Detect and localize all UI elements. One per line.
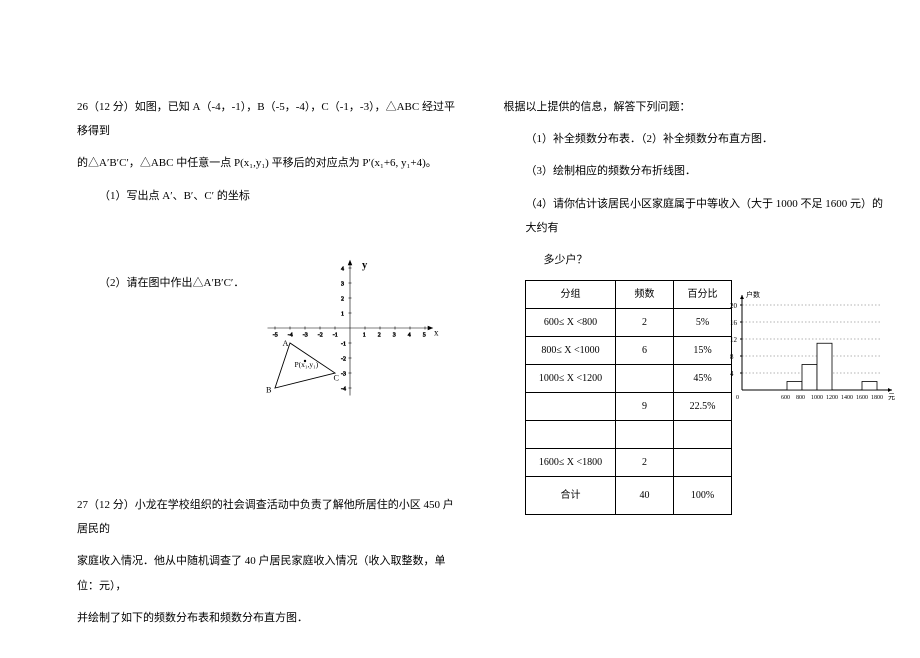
x-arrow-icon xyxy=(428,326,433,330)
svg-text:-4: -4 xyxy=(341,386,346,392)
right-q4b: 多少户？ xyxy=(504,248,891,272)
svg-text:-3: -3 xyxy=(341,371,346,377)
x-label: x xyxy=(434,328,439,338)
svg-text:-4: -4 xyxy=(288,332,293,338)
label-a: A xyxy=(283,339,289,348)
svg-text:1800: 1800 xyxy=(871,395,883,401)
svg-text:16: 16 xyxy=(730,319,738,327)
cell xyxy=(674,421,732,449)
svg-text:3: 3 xyxy=(393,332,396,338)
label-p: P(x₁,y₁) xyxy=(295,360,319,369)
table-row: 922.5% xyxy=(526,393,732,421)
svg-text:4: 4 xyxy=(341,266,344,272)
svg-text:20: 20 xyxy=(730,302,738,310)
problem-27-line1: 27（12 分）小龙在学校组织的社会调查活动中负责了解他所居住的小区 450 户… xyxy=(77,493,464,541)
problem-26-q1: （1）写出点 A′、B′、C′ 的坐标 xyxy=(77,184,464,208)
label-b: B xyxy=(266,386,272,395)
svg-text:1400: 1400 xyxy=(841,395,853,401)
cell: 1000≤ X <1200 xyxy=(526,365,616,393)
histogram-chart: 4 8 12 16 20 0 600 800 10001200140016001800 户数元 xyxy=(720,280,900,410)
cell xyxy=(674,449,732,477)
coordinate-figure: -5 -4 -3 -2 -1 1 2 3 4 5 -4 -3 -2 -1 1 2 3 4 x y A B C P… xyxy=(260,238,440,418)
svg-text:4: 4 xyxy=(408,332,411,338)
cell: 9 xyxy=(616,393,674,421)
right-q4: （4）请你估计该居民小区家庭属于中等收入（大于 1000 不足 1600 元）的… xyxy=(504,192,891,240)
cell: 2 xyxy=(616,449,674,477)
cell xyxy=(526,421,616,449)
cell: 6 xyxy=(616,337,674,365)
frequency-table: 分组 频数 百分比 600≤ X <80025%800≤ X <1000615%… xyxy=(525,280,732,515)
label-c: C xyxy=(334,374,340,383)
cell: 800≤ X <1000 xyxy=(526,337,616,365)
svg-text:1: 1 xyxy=(341,311,344,317)
svg-text:8: 8 xyxy=(730,353,734,361)
table-row: 分组 频数 百分比 xyxy=(526,281,732,309)
cell: 2 xyxy=(616,309,674,337)
svg-text:1: 1 xyxy=(363,332,366,338)
svg-text:5: 5 xyxy=(423,332,426,338)
right-q3: （3）绘制相应的频数分布折线图． xyxy=(504,159,891,183)
svg-text:2: 2 xyxy=(341,296,344,302)
cell xyxy=(526,393,616,421)
cell xyxy=(616,365,674,393)
svg-text:4: 4 xyxy=(730,370,734,378)
svg-text:0: 0 xyxy=(736,395,739,401)
problem-26-line1: 26（12 分）如图，已知 A（-4，-1），B（-5，-4），C（-1，-3）… xyxy=(77,95,464,143)
svg-text:-2: -2 xyxy=(318,332,323,338)
total-label: 合计 xyxy=(526,477,616,515)
col-group: 分组 xyxy=(526,281,616,309)
table-row: 1600≤ X <18002 xyxy=(526,449,732,477)
svg-text:元: 元 xyxy=(888,393,895,401)
table-row: 600≤ X <80025% xyxy=(526,309,732,337)
problem-26-line2: 的△A′B′C′，△ABC 中任意一点 P(x₁,y₁) 平移后的对应点为 P′… xyxy=(77,151,464,175)
cell: 600≤ X <800 xyxy=(526,309,616,337)
total-percent: 100% xyxy=(674,477,732,515)
table-row xyxy=(526,421,732,449)
svg-text:-1: -1 xyxy=(341,341,346,347)
problem-27-line2: 家庭收入情况．他从中随机调查了 40 户居民家庭收入情况（收入取整数，单位：元）… xyxy=(77,549,464,597)
y-label: y xyxy=(362,260,368,271)
svg-text:-5: -5 xyxy=(273,332,278,338)
problem-27-line3: 并绘制了如下的频数分布表和频数分布直方图． xyxy=(77,606,464,630)
table-row: 1000≤ X <120045% xyxy=(526,365,732,393)
svg-text:1600: 1600 xyxy=(856,395,868,401)
cell: 1600≤ X <1800 xyxy=(526,449,616,477)
svg-text:-2: -2 xyxy=(341,356,346,362)
col-freq: 频数 xyxy=(616,281,674,309)
total-freq: 40 xyxy=(616,477,674,515)
frequency-table-wrap: 分组 频数 百分比 600≤ X <80025%800≤ X <1000615%… xyxy=(525,280,732,515)
svg-text:1000: 1000 xyxy=(811,395,823,401)
table-row: 合计 40 100% xyxy=(526,477,732,515)
right-q1: （1）补全频数分布表．（2）补全频数分布直方图． xyxy=(504,127,891,151)
svg-text:12: 12 xyxy=(730,336,738,344)
svg-text:户数: 户数 xyxy=(746,290,760,299)
svg-text:-1: -1 xyxy=(333,332,338,338)
svg-text:1200: 1200 xyxy=(826,395,838,401)
svg-text:800: 800 xyxy=(796,395,805,401)
table-row: 800≤ X <1000615% xyxy=(526,337,732,365)
svg-text:3: 3 xyxy=(341,281,344,287)
y-arrow-icon xyxy=(348,261,352,266)
svg-text:600: 600 xyxy=(781,395,790,401)
svg-text:2: 2 xyxy=(378,332,381,338)
right-intro: 根据以上提供的信息，解答下列问题： xyxy=(504,95,891,119)
cell xyxy=(616,421,674,449)
svg-text:-3: -3 xyxy=(303,332,308,338)
